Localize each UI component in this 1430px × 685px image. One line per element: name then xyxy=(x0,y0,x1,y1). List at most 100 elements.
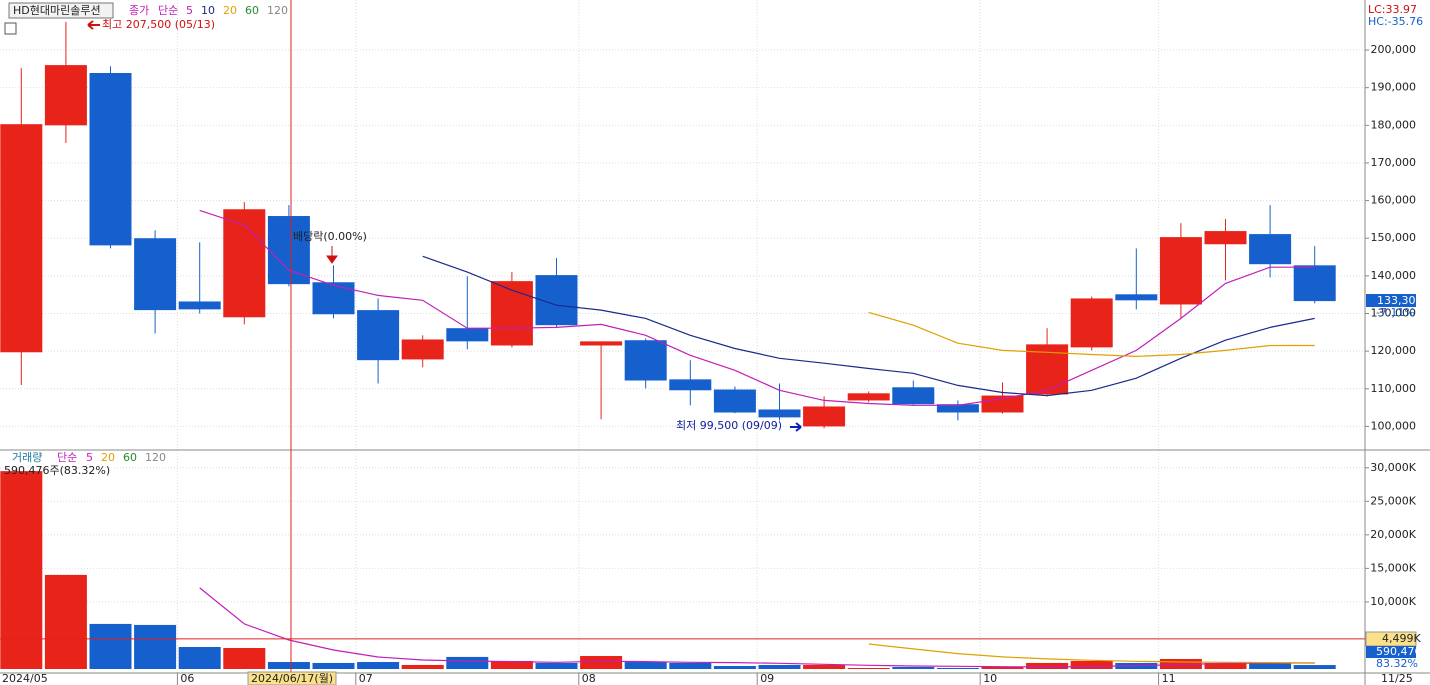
volume-bar xyxy=(0,471,43,669)
ma-line xyxy=(199,209,1315,406)
volume-bar xyxy=(535,662,578,669)
volume-bar xyxy=(134,624,177,669)
date-box xyxy=(247,671,337,685)
candle-body xyxy=(490,281,533,346)
volume-bar xyxy=(936,667,979,669)
candle-body xyxy=(758,409,801,418)
candle-body xyxy=(446,328,489,342)
candle-body xyxy=(669,379,712,391)
volume-bar xyxy=(446,656,489,669)
y-tick-label: 15,000K xyxy=(1370,561,1416,574)
volume-bar xyxy=(981,666,1024,669)
volume-bar xyxy=(223,648,266,669)
candle-body xyxy=(936,404,979,413)
hc-label: HC:-35.76 xyxy=(1368,15,1423,28)
event-note: 배당락(0.00%) xyxy=(293,230,367,243)
x-tick-label: 08 xyxy=(582,672,596,685)
candle-body xyxy=(312,282,355,315)
volume-note: 590,476주(83.32%) xyxy=(4,464,110,477)
candle-body xyxy=(580,341,623,346)
ma-line xyxy=(868,311,1315,358)
candle-body xyxy=(892,387,935,405)
crosshair-date: 2024/06/17(월) xyxy=(251,672,333,685)
candle-body xyxy=(223,209,266,318)
volume-bar xyxy=(847,667,890,669)
x-tick-label: 09 xyxy=(760,672,774,685)
legend-item: 120 xyxy=(267,4,288,17)
volume-bar xyxy=(89,623,132,669)
volume-bar xyxy=(892,666,935,669)
y-tick-label: 120,000 xyxy=(1371,344,1417,357)
candle-body xyxy=(89,73,132,246)
arrow xyxy=(326,246,338,264)
volume-bar xyxy=(1204,662,1247,669)
x-tick-label: 2024/05 xyxy=(2,672,48,685)
candle-body xyxy=(178,301,221,310)
volume-bar xyxy=(1026,662,1069,669)
candle-body xyxy=(1159,237,1202,305)
candle-body xyxy=(1204,231,1247,245)
y-tick-label: 170,000 xyxy=(1371,156,1417,169)
y-tick-label: 110,000 xyxy=(1371,382,1417,395)
volume-bar xyxy=(1070,660,1113,669)
legend-item: 60 xyxy=(123,451,137,464)
volume-bar xyxy=(178,646,221,669)
x-tick-label: 06 xyxy=(180,672,194,685)
candle-body xyxy=(44,65,87,126)
legend-label: 단순 xyxy=(57,451,77,464)
volume-bar xyxy=(44,574,87,669)
legend-item: 60 xyxy=(245,4,259,17)
y-tick-label: 160,000 xyxy=(1371,194,1417,207)
volume-bar xyxy=(1293,665,1336,669)
y-tick-label: 190,000 xyxy=(1371,81,1417,94)
legend-label: 종가 xyxy=(129,4,149,17)
legend-item: 20 xyxy=(101,451,115,464)
arrow xyxy=(87,20,100,30)
volume-last: 590,476 xyxy=(1376,645,1422,658)
y-tick-label: 150,000 xyxy=(1371,231,1417,244)
title-box xyxy=(8,2,114,19)
last-box xyxy=(1366,646,1416,658)
candle-body xyxy=(401,339,444,360)
volume-bar xyxy=(357,662,400,669)
legend-item: 5 xyxy=(186,4,193,17)
volume-bar xyxy=(267,662,310,669)
legend-label: 단순 xyxy=(158,4,178,17)
candle-body xyxy=(134,238,177,311)
ma-line xyxy=(868,643,1315,664)
last-change: -7.11% xyxy=(1376,306,1415,319)
candle-body xyxy=(1293,265,1336,302)
candle-body xyxy=(624,340,667,381)
volume-bar xyxy=(1249,662,1292,669)
y-tick-label: 140,000 xyxy=(1371,269,1417,282)
candle-body xyxy=(847,393,890,401)
y-tick-label: 25,000K xyxy=(1370,494,1416,507)
volume-ratio: 83.32% xyxy=(1376,657,1418,670)
x-tick-label: 11 xyxy=(1162,672,1176,685)
candle-body xyxy=(803,406,846,427)
y-tick-label: 180,000 xyxy=(1371,118,1417,131)
marks xyxy=(0,21,1365,669)
y-tick-label: 30,000K xyxy=(1370,461,1416,474)
crosshair-value: 4,499K xyxy=(1382,632,1421,645)
high-note: 최고 207,500 (05/13) xyxy=(102,18,215,31)
legend: 5 10 20 60 120 xyxy=(186,4,288,17)
y-tick-label: 130,000 xyxy=(1371,307,1417,320)
lc-label: LC:33.97 xyxy=(1368,3,1417,16)
candle-body xyxy=(1070,298,1113,348)
volume-bar xyxy=(803,664,846,669)
volume-bar xyxy=(490,660,533,669)
x-tick-label: 07 xyxy=(359,672,373,685)
candle-body xyxy=(267,216,310,285)
end-date: 11/25 xyxy=(1381,672,1413,685)
candle-body xyxy=(713,389,756,413)
volume-bar xyxy=(401,664,444,669)
volume-bar xyxy=(580,655,623,669)
y-tick-label: 200,000 xyxy=(1371,43,1417,56)
legend-item: 10 xyxy=(201,4,215,17)
icon xyxy=(4,22,17,35)
volume-bar xyxy=(669,662,712,669)
x-tick-label: 10 xyxy=(983,672,997,685)
